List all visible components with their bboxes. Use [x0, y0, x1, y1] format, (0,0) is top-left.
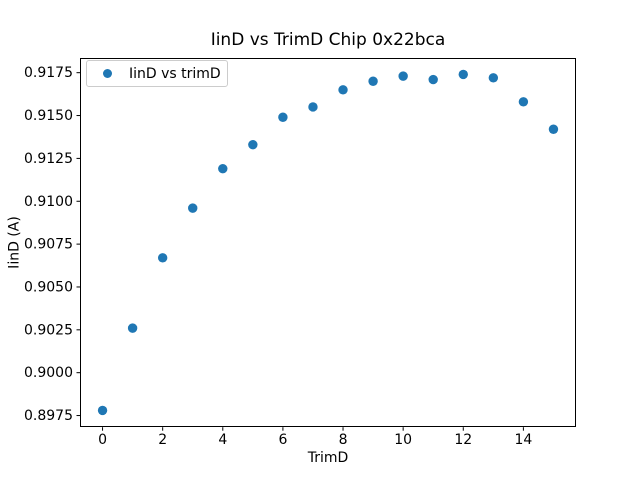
- x-tick-label: 12: [454, 432, 472, 448]
- scatter-point: [338, 85, 348, 95]
- scatter-point: [428, 74, 438, 85]
- scatter-point: [548, 124, 559, 134]
- y-tick-label: 0.9100: [24, 194, 73, 210]
- scatter-point: [368, 76, 378, 86]
- y-tick-label: 0.8975: [24, 408, 73, 424]
- scatter-point: [218, 163, 228, 174]
- y-tick-label: 0.9175: [24, 65, 73, 81]
- x-axis-label: TrimD: [307, 450, 349, 466]
- scatter-point: [188, 203, 198, 213]
- scatter-point: [127, 323, 138, 333]
- y-tick-label: 0.9050: [24, 279, 73, 295]
- x-tick-label: 6: [278, 432, 287, 448]
- y-tick-label: 0.9150: [24, 108, 73, 124]
- y-tick-label: 0.9075: [24, 237, 73, 253]
- y-axis-label: IinD (A): [6, 216, 23, 269]
- scatter-point: [157, 253, 168, 263]
- x-tick-label: 14: [514, 432, 532, 448]
- plot-area: [80, 57, 576, 428]
- legend-marker-icon: [103, 69, 112, 78]
- scatter-point: [458, 69, 468, 80]
- legend-label: IinD vs trimD: [129, 65, 221, 82]
- scatter-point: [248, 139, 258, 150]
- scatter-point: [97, 405, 108, 416]
- legend: IinD vs trimD: [86, 60, 228, 87]
- chart-title: IinD vs TrimD Chip 0x22bca: [210, 30, 446, 50]
- scatter-point: [308, 102, 318, 112]
- x-tick-label: 10: [394, 432, 412, 448]
- scatter-point: [518, 97, 529, 107]
- scatter-point: [278, 112, 288, 122]
- y-tick-label: 0.9000: [24, 365, 73, 381]
- y-tick-label: 0.9125: [24, 151, 73, 167]
- scatter-point: [488, 73, 499, 83]
- scatter-point: [398, 71, 408, 81]
- x-tick-label: 0: [98, 432, 107, 448]
- y-tick-label: 0.9025: [24, 322, 73, 338]
- x-tick-label: 8: [339, 432, 348, 448]
- x-tick-label: 4: [218, 432, 227, 448]
- x-tick-label: 2: [158, 432, 167, 448]
